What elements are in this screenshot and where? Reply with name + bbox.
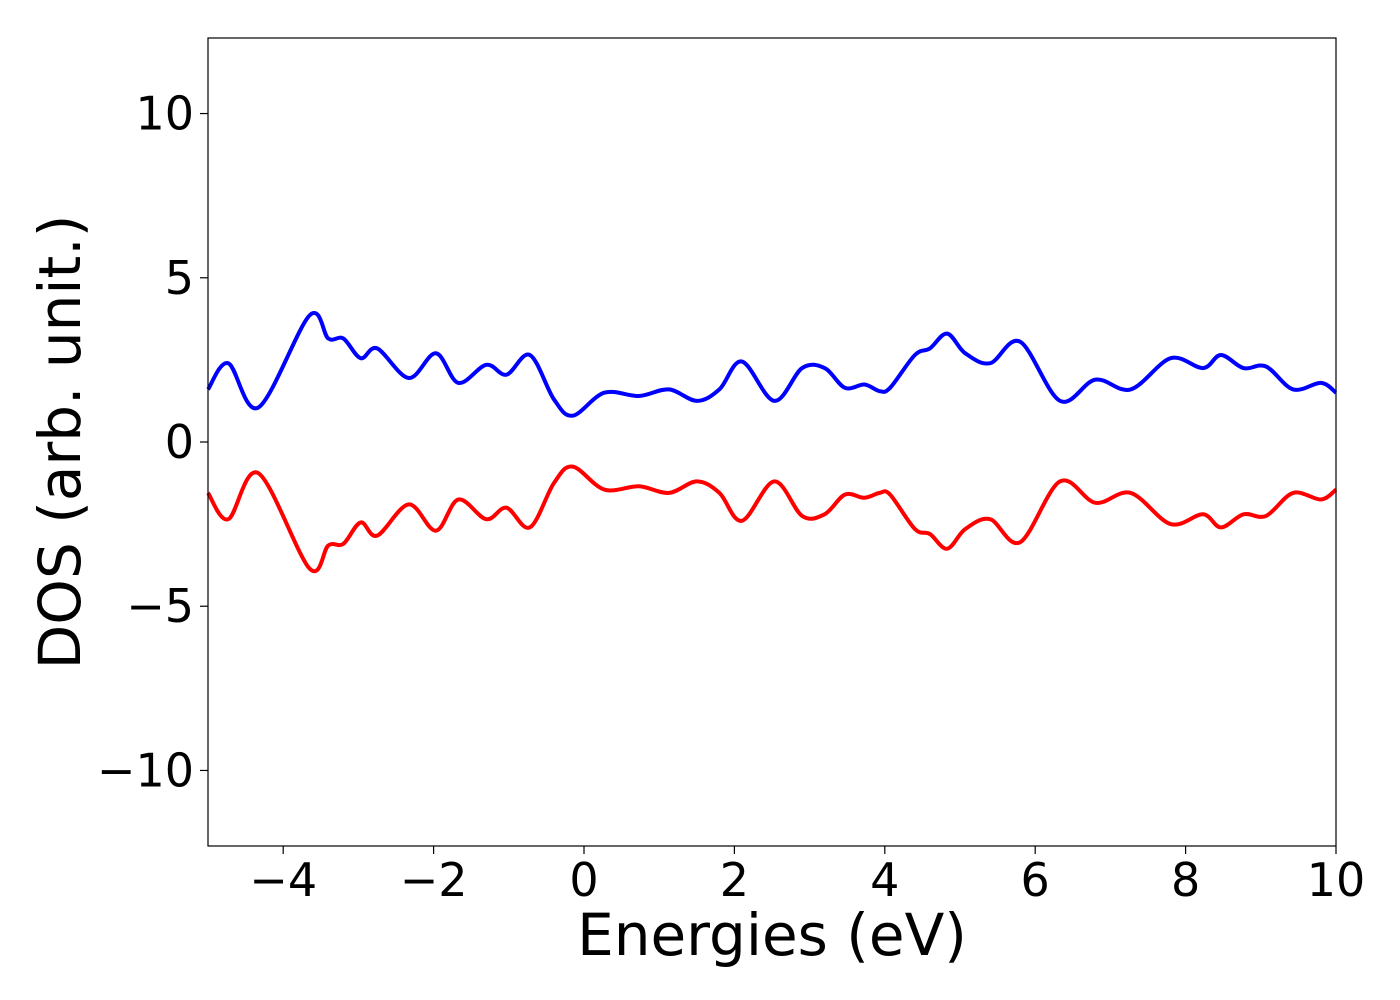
x-tick-label: 10 <box>1307 853 1366 907</box>
x-tick-label: 6 <box>1021 853 1050 907</box>
y-tick-label: −5 <box>126 579 194 633</box>
y-axis-ticks: −10 −5 0 5 10 <box>97 87 208 797</box>
x-tick-label: −4 <box>249 853 317 907</box>
x-tick-label: 4 <box>870 853 899 907</box>
plot-background <box>208 38 1336 846</box>
x-tick-label: 8 <box>1171 853 1200 907</box>
series-line-1 <box>206 311 1338 418</box>
x-tick-label: −2 <box>400 853 468 907</box>
y-axis-label: DOS (arb. unit.) <box>26 215 94 670</box>
y-tick-label: 5 <box>165 251 194 305</box>
series-layer <box>206 311 1338 574</box>
series-line-2 <box>206 464 1338 574</box>
x-axis-ticks: −4 −2 0 2 4 6 8 10 <box>249 846 1365 907</box>
x-tick-label: 2 <box>720 853 749 907</box>
x-tick-label: 0 <box>569 853 598 907</box>
x-axis-label: Energies (eV) <box>577 901 967 969</box>
y-tick-label: 0 <box>165 415 194 469</box>
y-tick-label: 10 <box>135 87 194 141</box>
y-tick-label: −10 <box>97 743 194 797</box>
